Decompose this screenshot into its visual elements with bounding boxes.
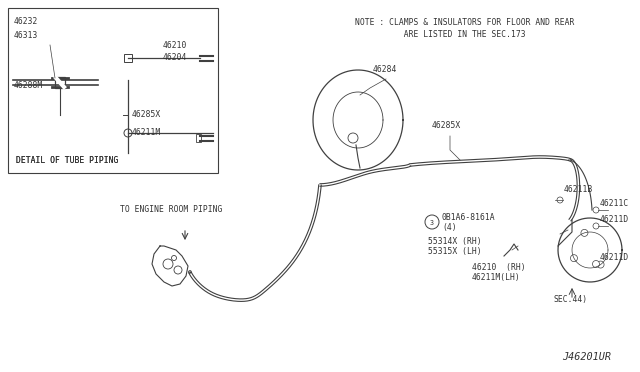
Bar: [124, 54, 132, 62]
Bar: [196, 134, 201, 142]
Circle shape: [570, 255, 577, 262]
Text: 46284: 46284: [373, 65, 397, 74]
Text: (4): (4): [442, 223, 456, 232]
Text: 0B1A6-8161A: 0B1A6-8161A: [442, 213, 495, 222]
Text: 46288M: 46288M: [14, 81, 44, 90]
Circle shape: [593, 223, 599, 229]
Text: 46211M: 46211M: [132, 128, 161, 137]
Text: 46313: 46313: [14, 31, 38, 40]
Text: 46211D: 46211D: [600, 253, 629, 262]
Circle shape: [124, 129, 132, 137]
Text: NOTE : CLAMPS & INSULATORS FOR FLOOR AND REAR: NOTE : CLAMPS & INSULATORS FOR FLOOR AND…: [355, 18, 574, 27]
Text: ARE LISTED IN THE SEC.173: ARE LISTED IN THE SEC.173: [355, 30, 525, 39]
Text: 46210: 46210: [163, 41, 188, 50]
Text: DETAIL OF TUBE PIPING: DETAIL OF TUBE PIPING: [16, 156, 118, 165]
Circle shape: [593, 207, 599, 213]
Circle shape: [557, 197, 563, 203]
Text: TO ENGINE ROOM PIPING: TO ENGINE ROOM PIPING: [120, 205, 222, 214]
Text: 46232: 46232: [14, 17, 38, 26]
Circle shape: [425, 215, 439, 229]
Bar: [55, 77, 65, 88]
Text: 46211C: 46211C: [600, 199, 629, 208]
Text: 55314X (RH): 55314X (RH): [428, 237, 482, 246]
Text: 46285X: 46285X: [132, 110, 161, 119]
Text: 46211D: 46211D: [600, 215, 629, 224]
Text: 46211B: 46211B: [564, 185, 593, 194]
Circle shape: [597, 261, 604, 268]
Bar: [8, 8, 218, 173]
Text: 3: 3: [430, 220, 434, 226]
Circle shape: [581, 230, 588, 236]
Text: 46210  (RH): 46210 (RH): [472, 263, 525, 272]
Text: 46211M(LH): 46211M(LH): [472, 273, 521, 282]
Text: 46204: 46204: [163, 53, 188, 62]
Text: SEC.44): SEC.44): [554, 295, 588, 304]
Text: J46201UR: J46201UR: [562, 352, 611, 362]
Text: DETAIL OF TUBE PIPING: DETAIL OF TUBE PIPING: [16, 156, 118, 165]
Text: 46285X: 46285X: [432, 121, 461, 130]
Circle shape: [593, 260, 600, 267]
Text: 55315X (LH): 55315X (LH): [428, 247, 482, 256]
